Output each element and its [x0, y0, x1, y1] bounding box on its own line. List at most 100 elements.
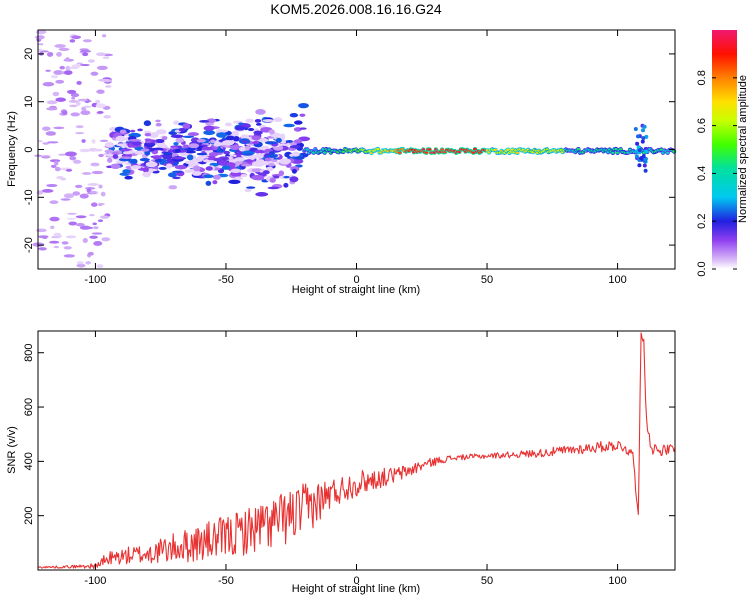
spectrogram-cell — [148, 132, 159, 139]
figure-title: KOM5.2026.008.16.16.G24 — [270, 1, 441, 17]
spectrogram-cell — [291, 151, 300, 157]
spectrogram-cell — [634, 154, 639, 159]
spectrogram-cell — [641, 136, 646, 141]
spectrogram-cell — [137, 128, 143, 132]
snr-series — [37, 332, 676, 570]
spectrogram-cell — [74, 184, 83, 189]
spectrogram-cell — [221, 165, 231, 170]
snr-x-label: Height of straight line (km) — [292, 583, 420, 595]
snr-panel: -100 -50 0 50 100 200 400 600 800 Height of str… — [6, 330, 676, 595]
spectrogram-cell — [230, 168, 242, 174]
spectrogram-cell — [199, 120, 210, 123]
spectrogram-cell — [82, 52, 89, 57]
spectrogram-cell — [93, 226, 99, 230]
spectrogram-cell — [120, 156, 132, 160]
spectrogram-cell — [74, 131, 85, 135]
spectrogram-cell — [254, 149, 265, 154]
spectrogram-cell — [96, 110, 104, 114]
spectrogram-cell — [285, 139, 293, 143]
spectrogram-cell — [643, 168, 648, 173]
spectrogram-cell — [298, 102, 309, 109]
spectrogram-cell — [155, 119, 161, 123]
x-tick-label: 50 — [481, 274, 493, 286]
spectrogram-cell — [196, 138, 206, 143]
spectrogram-cell — [93, 148, 103, 152]
spectrogram-cell — [174, 148, 181, 153]
spectrogram-cell — [311, 151, 316, 154]
spectrogram-cell — [63, 254, 75, 258]
spectrogram-cell — [112, 154, 119, 159]
spectrogram-cell — [641, 128, 645, 133]
spectrogram-cell — [139, 157, 150, 162]
spectrogram-cell — [178, 127, 186, 132]
spectrogram-cell — [205, 166, 213, 171]
spectrogram-cell — [64, 151, 77, 157]
spectrogram-cell — [299, 127, 307, 130]
spectrogram-cell — [45, 69, 51, 72]
spectrogram-cell — [644, 149, 649, 154]
spectrogram-cell — [53, 126, 65, 130]
spectrogram-cell — [158, 166, 167, 170]
snr-x-ticks: -100 -50 0 50 100 — [84, 331, 627, 587]
spectrogram-cell — [35, 35, 45, 40]
spectrogram-cell — [264, 141, 277, 145]
spectrogram-cell — [63, 246, 72, 250]
spectrogram-cell — [278, 170, 285, 177]
spectrogram-cell — [618, 148, 623, 151]
y-tick-label: 600 — [23, 398, 35, 416]
spectrogram-cell — [576, 148, 581, 151]
spectrogram-cell — [140, 148, 150, 152]
spectrogram-cell — [493, 148, 498, 152]
spectrogram-cell — [49, 240, 60, 244]
spectrogram-cell — [102, 56, 110, 60]
y-tick-label: 10 — [23, 96, 35, 108]
spectrogram-cell — [98, 219, 103, 223]
spectrogram-cell — [251, 135, 261, 141]
spectrogram-cell — [49, 200, 59, 205]
x-tick-label: 50 — [481, 575, 493, 587]
spectrogram-cell — [69, 156, 77, 161]
spectrogram-cell — [115, 135, 126, 142]
spectrogram-cell — [279, 158, 291, 165]
spectrogram-cell — [38, 235, 49, 239]
spectrogram-cell — [58, 153, 67, 156]
spectrogram-cell — [170, 134, 184, 138]
spectrogram-cell — [182, 144, 190, 149]
spectrogram-cell — [327, 148, 332, 151]
spectrogram-cell — [101, 237, 111, 242]
spectrogram-cell — [283, 182, 289, 188]
spectrogram-cell — [192, 162, 200, 166]
spectrogram-cell — [152, 155, 162, 160]
spectrogram-cell — [244, 188, 252, 193]
spectrogram-cell — [506, 148, 510, 151]
spectrogram-cell — [515, 151, 520, 154]
spectrogram-cell — [85, 261, 92, 265]
spectrogram-cell — [255, 192, 269, 197]
spectrogram-cell — [289, 145, 301, 149]
spectrogram-cell — [145, 161, 158, 168]
spectrogram-cell — [38, 48, 43, 52]
spectrogram-cell — [104, 149, 114, 154]
x-tick-label: -100 — [84, 274, 106, 286]
spectrogram-cell — [87, 183, 100, 186]
spectrogram-cell — [91, 232, 103, 235]
spectrogram-x-ticks: -100 -50 0 50 100 — [84, 30, 627, 286]
spectrogram-cell — [46, 183, 58, 188]
snr-y-ticks: 200 400 600 800 — [23, 344, 675, 525]
spectrogram-cell — [223, 150, 231, 155]
spectrogram-cell — [79, 49, 92, 53]
spectrogram-cell — [186, 154, 194, 161]
spectrogram-cell — [41, 156, 51, 159]
spectrogram-cell — [35, 29, 47, 35]
spectrogram-cell — [80, 110, 91, 116]
x-tick-label: -100 — [84, 575, 106, 587]
spectrogram-cell — [432, 151, 437, 154]
spectrogram-cell — [42, 126, 51, 131]
spectrogram-cell — [246, 186, 256, 189]
spectrogram-cell — [87, 251, 94, 256]
spectrogram-cell — [109, 132, 115, 138]
spectrogram-cell — [81, 139, 86, 143]
spectrogram-cell — [89, 213, 95, 217]
spectrogram-cell — [473, 147, 477, 151]
